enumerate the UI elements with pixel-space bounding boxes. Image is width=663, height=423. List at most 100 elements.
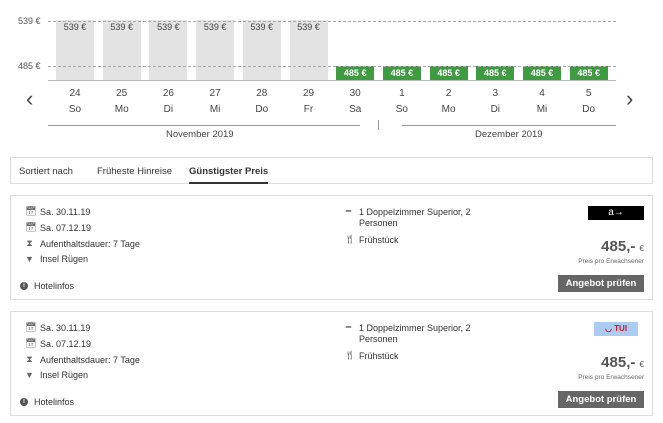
- hotelinfos-link[interactable]: i Hotelinfos: [20, 281, 74, 291]
- price-value: 485,-: [601, 354, 636, 371]
- day-label[interactable]: 24 So: [55, 86, 95, 118]
- calendar-icon: 📅︎: [25, 322, 37, 332]
- price-note: Preis pro Erwachsener: [578, 374, 644, 381]
- day-number: 1: [399, 88, 405, 99]
- next-arrow-icon[interactable]: ›: [626, 86, 634, 111]
- day-number: 24: [69, 88, 81, 99]
- sort-bar: Sortiert nach Früheste Hinreise Günstigs…: [10, 157, 653, 184]
- day-number: 27: [209, 88, 221, 99]
- hotelinfos-label: Hotelinfos: [34, 397, 75, 407]
- day-label[interactable]: 4 Mi: [522, 86, 562, 118]
- month-label-dezember: Dezember 2019: [475, 129, 543, 140]
- price-bar[interactable]: 485 €: [476, 66, 515, 80]
- departure-date: Sa. 30.11.19: [40, 206, 91, 217]
- check-offer-button[interactable]: Angebot prüfen: [558, 391, 644, 408]
- baseline: [48, 80, 616, 81]
- day-number: 5: [585, 88, 592, 99]
- price-bar[interactable]: 539 €: [56, 20, 94, 80]
- room-persons: Personen: [359, 334, 398, 344]
- currency: €: [639, 244, 644, 253]
- board-type: Frühstück: [359, 350, 399, 361]
- bed-icon: ━: [345, 322, 352, 332]
- provider-logo-tui: ◡ TUI: [594, 322, 638, 336]
- price-note: Preis pro Erwachsener: [578, 258, 644, 265]
- duration: Aufenthaltsdauer: 7 Tage: [40, 354, 140, 365]
- return-date: Sa. 07.12.19: [40, 222, 92, 233]
- offer-card: 📅︎ Sa. 30.11.19 📅︎ Sa. 07.12.19 ⧗ Aufenthal…: [10, 195, 653, 300]
- price-bar[interactable]: 485 €: [382, 66, 421, 80]
- price-bar[interactable]: 485 €: [569, 66, 608, 80]
- day-label[interactable]: 27 Mi: [195, 86, 235, 118]
- day-number: 28: [256, 88, 268, 99]
- day-label[interactable]: 1 So: [382, 86, 422, 118]
- price-bar[interactable]: 485 €: [429, 66, 468, 80]
- price-bar[interactable]: 539 €: [149, 20, 188, 80]
- day-label[interactable]: 28 Do: [242, 86, 282, 118]
- month-divider-november: [48, 125, 360, 126]
- day-number: 3: [492, 88, 499, 99]
- duration: Aufenthaltsdauer: 7 Tage: [40, 238, 140, 249]
- offer-card: 📅︎ Sa. 30.11.19 📅︎ Sa. 07.12.19 ⧗ Aufenthal…: [10, 311, 653, 416]
- sort-label: Sortiert nach: [19, 166, 73, 177]
- weekday: Di: [490, 104, 501, 115]
- y-tick-539: 539 €: [18, 16, 41, 26]
- currency: €: [639, 360, 644, 369]
- weekday: Mi: [536, 104, 548, 115]
- weekday: Do: [582, 104, 596, 115]
- weekday: Do: [255, 104, 269, 115]
- month-label-november: November 2019: [166, 129, 234, 140]
- day-label[interactable]: 30 Sa: [335, 86, 375, 118]
- day-label[interactable]: 29 Fr: [289, 86, 329, 118]
- month-separator: [378, 120, 379, 130]
- info-icon: i: [20, 282, 28, 290]
- price-bar[interactable]: 485 €: [523, 66, 561, 80]
- day-number: 26: [162, 88, 174, 99]
- departure-date: Sa. 30.11.19: [40, 322, 91, 333]
- day-label[interactable]: 25 Mo: [102, 86, 142, 118]
- hotelinfos-label: Hotelinfos: [34, 281, 75, 291]
- prev-arrow-icon[interactable]: ‹: [26, 86, 34, 111]
- day-label[interactable]: 26 Di: [148, 86, 188, 118]
- weekday: So: [395, 104, 408, 115]
- day-label[interactable]: 2 Mo: [429, 86, 469, 118]
- location: Insel Rügen: [40, 370, 89, 380]
- price-bar[interactable]: 539 €: [102, 20, 141, 80]
- hotelinfos-link[interactable]: i Hotelinfos: [20, 397, 74, 407]
- price-bar[interactable]: 539 €: [289, 20, 328, 80]
- sort-option-guenstigster-preis[interactable]: Günstigster Preis: [189, 166, 269, 184]
- calendar-icon: 📅︎: [25, 338, 37, 348]
- price-bar[interactable]: 539 €: [196, 20, 235, 80]
- weekday: Mi: [209, 104, 221, 115]
- sort-option-frueheste-hinreise[interactable]: Früheste Hinreise: [97, 166, 172, 177]
- price-value: 485,-: [601, 238, 636, 255]
- location-pin-icon: ▼: [25, 254, 34, 264]
- weekday: Di: [163, 104, 174, 115]
- weekday: Mo: [441, 104, 456, 115]
- weekday: So: [68, 104, 82, 115]
- day-number: 30: [349, 88, 361, 99]
- day-number: 25: [116, 88, 128, 99]
- day-number: 29: [302, 88, 315, 99]
- room-type: 1 Doppelzimmer Superior, 2: [359, 206, 471, 217]
- price-bar[interactable]: 539 €: [242, 20, 281, 80]
- month-divider-dezember: [402, 125, 616, 126]
- calendar-icon: 📅︎: [25, 222, 37, 232]
- hourglass-icon: ⧗: [26, 354, 33, 364]
- logo-text: TUI: [614, 324, 628, 333]
- cutlery-icon: 🍴︎: [344, 234, 356, 244]
- check-offer-button[interactable]: Angebot prüfen: [558, 275, 644, 292]
- location: Insel Rügen: [40, 254, 89, 264]
- info-icon: i: [20, 398, 28, 406]
- day-label[interactable]: 5 Do: [569, 86, 609, 118]
- price: 485,- €: [601, 238, 644, 255]
- day-number: 4: [539, 88, 545, 99]
- room-persons: Personen: [359, 218, 398, 228]
- gridline-539: [48, 21, 616, 22]
- day-label[interactable]: 3 Di: [475, 86, 515, 118]
- weekday: Mo: [114, 104, 129, 115]
- cutlery-icon: 🍴︎: [344, 350, 356, 360]
- return-date: Sa. 07.12.19: [40, 338, 92, 349]
- bed-icon: ━: [345, 206, 352, 216]
- price-bar[interactable]: 485 €: [336, 66, 375, 80]
- day-number: 2: [445, 88, 452, 99]
